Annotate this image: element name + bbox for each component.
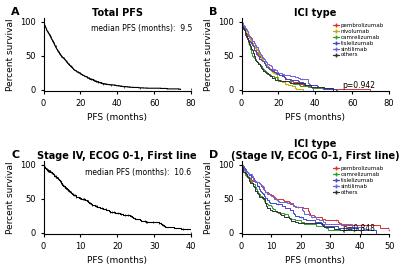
Legend: pembrolizumab, nivolumab, camrelizumab, tislelizumab, sintilimab, others: pembrolizumab, nivolumab, camrelizumab, … [330, 21, 386, 60]
Text: A: A [11, 7, 20, 17]
Title: ICI type: ICI type [294, 8, 336, 18]
X-axis label: PFS (months): PFS (months) [285, 113, 345, 122]
X-axis label: PFS (months): PFS (months) [87, 256, 147, 265]
Text: p=0.848: p=0.848 [342, 224, 375, 233]
Y-axis label: Percent survival: Percent survival [204, 162, 212, 234]
Text: C: C [11, 150, 19, 160]
X-axis label: PFS (months): PFS (months) [87, 113, 147, 122]
X-axis label: PFS (months): PFS (months) [285, 256, 345, 265]
Text: D: D [209, 150, 218, 160]
Text: median PFS (months):  9.5: median PFS (months): 9.5 [91, 24, 192, 33]
Text: B: B [209, 7, 218, 17]
Legend: pembrolizumab, camrelizumab, tislelizumab, sintilimab, others: pembrolizumab, camrelizumab, tislelizuma… [330, 164, 386, 197]
Y-axis label: Percent survival: Percent survival [6, 162, 14, 234]
Title: ICI type
(Stage IV, ECOG 0-1, First line): ICI type (Stage IV, ECOG 0-1, First line… [231, 139, 400, 161]
Y-axis label: Percent survival: Percent survival [204, 18, 212, 91]
Y-axis label: Percent survival: Percent survival [6, 18, 14, 91]
Text: p=0.942: p=0.942 [342, 80, 375, 89]
Title: Total PFS: Total PFS [92, 8, 143, 18]
Text: median PFS (months):  10.6: median PFS (months): 10.6 [85, 167, 191, 176]
Title: Stage IV, ECOG 0-1, First line: Stage IV, ECOG 0-1, First line [38, 151, 197, 161]
